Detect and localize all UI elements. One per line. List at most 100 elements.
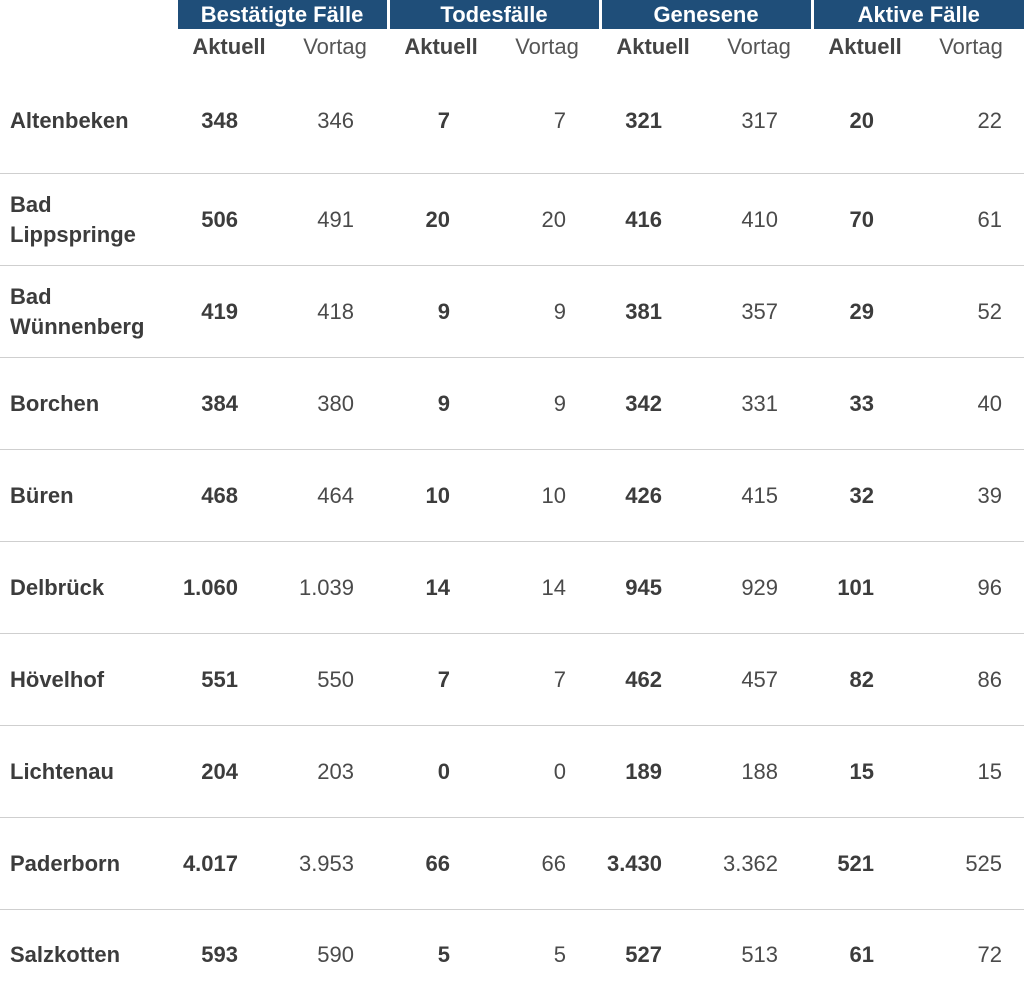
confirmed-current: 419 — [176, 266, 282, 358]
active-current: 521 — [812, 818, 918, 910]
deaths-previous: 5 — [494, 910, 600, 1000]
table-row: Bad Wünnenberg 419 418 9 9 381 357 29 52 — [0, 266, 1024, 358]
sub-header-row: Aktuell Vortag Aktuell Vortag Aktuell Vo… — [0, 29, 1024, 68]
deaths-current: 9 — [388, 358, 494, 450]
recovered-previous: 188 — [706, 726, 812, 818]
recovered-current: 416 — [600, 174, 706, 266]
deaths-current: 7 — [388, 68, 494, 174]
group-header-recovered: Genesene — [600, 0, 812, 29]
recovered-current: 426 — [600, 450, 706, 542]
subheader-current: Aktuell — [176, 29, 282, 68]
active-current: 82 — [812, 634, 918, 726]
deaths-current: 9 — [388, 266, 494, 358]
deaths-previous: 7 — [494, 68, 600, 174]
subheader-previous: Vortag — [282, 29, 388, 68]
active-current: 33 — [812, 358, 918, 450]
recovered-current: 3.430 — [600, 818, 706, 910]
recovered-previous: 929 — [706, 542, 812, 634]
confirmed-previous: 590 — [282, 910, 388, 1000]
deaths-current: 7 — [388, 634, 494, 726]
active-current: 20 — [812, 68, 918, 174]
deaths-current: 14 — [388, 542, 494, 634]
deaths-previous: 66 — [494, 818, 600, 910]
municipality-name: Lichtenau — [0, 726, 176, 818]
deaths-previous: 0 — [494, 726, 600, 818]
recovered-previous: 331 — [706, 358, 812, 450]
group-header-confirmed: Bestätigte Fälle — [176, 0, 388, 29]
table-row: Altenbeken 348 346 7 7 321 317 20 22 — [0, 68, 1024, 174]
deaths-previous: 20 — [494, 174, 600, 266]
recovered-current: 321 — [600, 68, 706, 174]
table-row: Salzkotten 593 590 5 5 527 513 61 72 — [0, 910, 1024, 1000]
confirmed-previous: 1.039 — [282, 542, 388, 634]
deaths-previous: 14 — [494, 542, 600, 634]
deaths-current: 66 — [388, 818, 494, 910]
group-header-active: Aktive Fälle — [812, 0, 1024, 29]
confirmed-previous: 550 — [282, 634, 388, 726]
group-header-row: Bestätigte Fälle Todesfälle Genesene Akt… — [0, 0, 1024, 29]
confirmed-current: 348 — [176, 68, 282, 174]
table-row: Borchen 384 380 9 9 342 331 33 40 — [0, 358, 1024, 450]
recovered-current: 189 — [600, 726, 706, 818]
active-current: 61 — [812, 910, 918, 1000]
municipality-name: Altenbeken — [0, 68, 176, 174]
confirmed-current: 593 — [176, 910, 282, 1000]
municipality-name: Büren — [0, 450, 176, 542]
recovered-current: 527 — [600, 910, 706, 1000]
subheader-previous: Vortag — [706, 29, 812, 68]
municipality-name: Salzkotten — [0, 910, 176, 1000]
active-current: 70 — [812, 174, 918, 266]
empty-corner-cell — [0, 0, 176, 29]
active-current: 32 — [812, 450, 918, 542]
confirmed-previous: 346 — [282, 68, 388, 174]
confirmed-previous: 3.953 — [282, 818, 388, 910]
deaths-current: 0 — [388, 726, 494, 818]
active-previous: 52 — [918, 266, 1024, 358]
confirmed-current: 506 — [176, 174, 282, 266]
confirmed-current: 4.017 — [176, 818, 282, 910]
recovered-previous: 357 — [706, 266, 812, 358]
confirmed-previous: 203 — [282, 726, 388, 818]
group-header-deaths: Todesfälle — [388, 0, 600, 29]
deaths-current: 20 — [388, 174, 494, 266]
recovered-current: 945 — [600, 542, 706, 634]
active-previous: 39 — [918, 450, 1024, 542]
municipality-name: Hövelhof — [0, 634, 176, 726]
recovered-previous: 410 — [706, 174, 812, 266]
deaths-previous: 10 — [494, 450, 600, 542]
table-body: Altenbeken 348 346 7 7 321 317 20 22 Bad… — [0, 68, 1024, 1000]
confirmed-current: 204 — [176, 726, 282, 818]
subheader-current: Aktuell — [388, 29, 494, 68]
municipality-name: Bad Wünnenberg — [0, 266, 176, 358]
subheader-previous: Vortag — [918, 29, 1024, 68]
municipality-name: Borchen — [0, 358, 176, 450]
recovered-current: 342 — [600, 358, 706, 450]
recovered-previous: 513 — [706, 910, 812, 1000]
active-current: 101 — [812, 542, 918, 634]
active-previous: 86 — [918, 634, 1024, 726]
confirmed-current: 384 — [176, 358, 282, 450]
confirmed-current: 551 — [176, 634, 282, 726]
municipality-name: Bad Lippspringe — [0, 174, 176, 266]
municipality-name: Paderborn — [0, 818, 176, 910]
table-row: Paderborn 4.017 3.953 66 66 3.430 3.362 … — [0, 818, 1024, 910]
recovered-previous: 457 — [706, 634, 812, 726]
active-previous: 72 — [918, 910, 1024, 1000]
deaths-previous: 9 — [494, 358, 600, 450]
confirmed-previous: 464 — [282, 450, 388, 542]
deaths-current: 5 — [388, 910, 494, 1000]
subheader-previous: Vortag — [494, 29, 600, 68]
deaths-current: 10 — [388, 450, 494, 542]
active-current: 15 — [812, 726, 918, 818]
table-row: Büren 468 464 10 10 426 415 32 39 — [0, 450, 1024, 542]
confirmed-previous: 491 — [282, 174, 388, 266]
confirmed-current: 468 — [176, 450, 282, 542]
table-row: Delbrück 1.060 1.039 14 14 945 929 101 9… — [0, 542, 1024, 634]
confirmed-current: 1.060 — [176, 542, 282, 634]
active-previous: 96 — [918, 542, 1024, 634]
subheader-current: Aktuell — [812, 29, 918, 68]
active-previous: 15 — [918, 726, 1024, 818]
active-previous: 22 — [918, 68, 1024, 174]
recovered-previous: 415 — [706, 450, 812, 542]
